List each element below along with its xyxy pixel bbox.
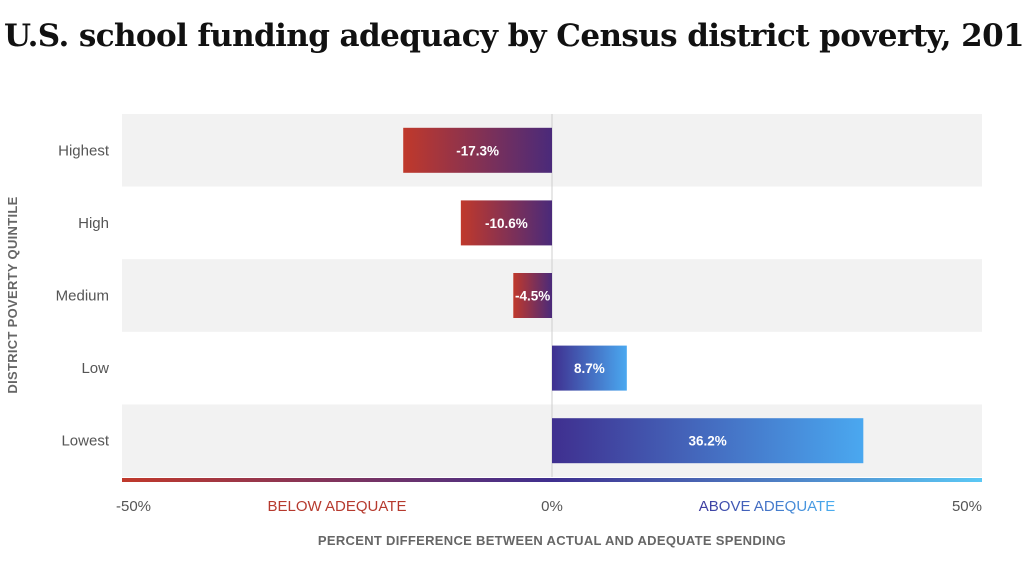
x-tick-label: 0% [541,498,563,515]
bar-value-label: -4.5% [515,289,550,304]
bar-value-label: -10.6% [485,216,528,231]
x-tick-label: -50% [116,498,151,515]
category-label: Lowest [61,433,109,450]
bar-value-label: 8.7% [574,361,605,376]
bar-value-label: 36.2% [689,434,727,449]
axis-gradient-bar [122,478,982,482]
bars: -17.3% -10.6% -4.5% 8.7% 36.2% [403,127,864,464]
category-label: High [78,215,109,232]
x-tick-labels: -50% 0% 50% [116,498,982,515]
x-axis-title: PERCENT DIFFERENCE BETWEEN ACTUAL AND AD… [318,533,786,548]
category-labels: Highest High Medium Low Lowest [56,142,110,449]
bar-low [552,345,627,391]
above-adequate-label: ABOVE ADEQUATE [699,498,835,515]
category-label: Highest [58,142,110,159]
below-adequate-label: BELOW ADEQUATE [268,498,407,515]
x-tick-label: 50% [952,498,982,515]
bar-lowest [552,418,864,464]
bar-medium [513,273,552,318]
y-axis-title: DISTRICT POVERTY QUINTILE [5,196,20,393]
bar-value-label: -17.3% [456,143,499,158]
category-label: Low [81,360,109,377]
category-label: Medium [56,288,109,305]
bar-highest [403,127,552,173]
bar-high [460,200,552,246]
chart-title: U.S. school funding adequacy by Census d… [4,18,1024,54]
